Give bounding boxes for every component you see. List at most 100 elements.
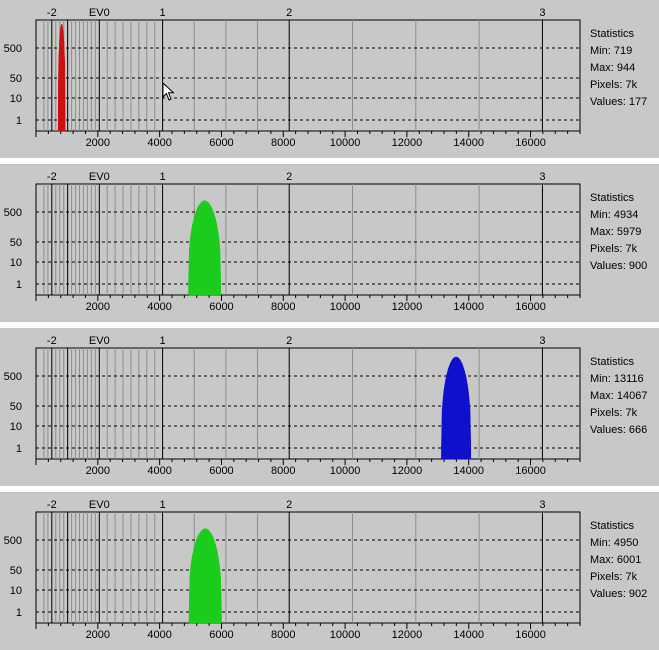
ev-tick-label: 3 [539,335,545,347]
x-tick-label: 10000 [330,629,361,641]
x-tick-label: 12000 [392,629,423,641]
mouse-pointer-icon [162,82,175,101]
x-tick-label: 8000 [271,301,295,313]
x-tick-label: 14000 [453,629,484,641]
histogram-panel-2: -2 EV0 1 2 3 500 50 10 1 2000 4000 6000 8000 10000 120… [0,164,659,322]
ev-tick-label: 3 [539,499,545,511]
stats-title: Statistics [590,356,635,368]
x-tick-label: 2000 [86,301,110,313]
y-tick-label: 1 [16,443,22,455]
x-tick-label: 4000 [147,465,171,477]
ev-tick-label: -2 [47,335,57,347]
ev-tick-label: -2 [47,7,57,19]
ev-tick-label: -2 [47,171,57,183]
ev-tick-label: -2 [47,499,57,511]
stats-pixels: Pixels: 7k [590,243,638,255]
plot-area [35,347,581,460]
ev-tick-label: 2 [286,335,292,347]
ev-tick-label: 1 [160,499,166,511]
x-tick-label: 2000 [86,137,110,149]
y-tick-label: 1 [16,279,22,291]
y-tick-label: 50 [10,401,22,413]
x-tick-label: 6000 [209,465,233,477]
ev-tick-label: EV0 [89,171,110,183]
x-tick-label: 4000 [147,137,171,149]
x-tick-label: 8000 [271,465,295,477]
stats-pixels: Pixels: 7k [590,79,638,91]
x-tick-label: 10000 [330,137,361,149]
y-tick-label: 500 [4,43,22,55]
x-tick-label: 16000 [515,629,546,641]
histogram-area [188,200,222,296]
ev-tick-label: EV0 [89,499,110,511]
ev-tick-label: 3 [539,7,545,19]
stats-max: Max: 5979 [590,226,642,238]
x-tick-label: 4000 [147,301,171,313]
x-tick-label: 16000 [515,465,546,477]
stats-values: Values: 177 [590,96,648,108]
ev-tick-label: EV0 [89,7,110,19]
x-tick-label: 8000 [271,629,295,641]
y-tick-label: 1 [16,115,22,127]
histogram-panel-3: -2 EV0 1 2 3 500 50 10 1 2000 4000 6000 8000 10000 120… [0,328,659,486]
y-tick-label: 1 [16,607,22,619]
ev-tick-label: 1 [160,335,166,347]
histogram-area [188,528,222,624]
x-tick-label: 6000 [209,137,233,149]
statistics-box-1: Statistics Min: 719 Max: 944 Pixels: 7k … [590,26,647,111]
stats-values: Values: 902 [590,588,648,600]
plot-area [35,183,581,296]
ev-tick-label: EV0 [89,335,110,347]
ev-tick-label: 3 [539,171,545,183]
stats-title: Statistics [590,28,635,40]
y-tick-label: 10 [10,421,22,433]
stats-max: Max: 14067 [590,390,648,402]
plot-area [35,511,581,624]
x-tick-label: 14000 [453,137,484,149]
x-tick-label: 12000 [392,137,423,149]
statistics-box-4: Statistics Min: 4950 Max: 6001 Pixels: 7… [590,518,647,603]
histogram-area [441,356,472,460]
stats-min: Min: 4934 [590,209,639,221]
x-tick-label: 8000 [271,137,295,149]
stats-pixels: Pixels: 7k [590,407,638,419]
y-tick-label: 500 [4,535,22,547]
stats-max: Max: 944 [590,62,636,74]
y-tick-label: 10 [10,93,22,105]
y-tick-label: 50 [10,565,22,577]
statistics-box-2: Statistics Min: 4934 Max: 5979 Pixels: 7… [590,190,647,275]
x-tick-label: 10000 [330,465,361,477]
y-tick-label: 10 [10,585,22,597]
x-tick-label: 4000 [147,629,171,641]
stats-values: Values: 666 [590,424,648,436]
histogram-panel-4: -2 EV0 1 2 3 500 50 10 1 2000 4000 6000 8000 10000 120… [0,492,659,650]
ev-tick-label: 2 [286,7,292,19]
statistics-box-3: Statistics Min: 13116 Max: 14067 Pixels:… [590,354,647,439]
stats-max: Max: 6001 [590,554,642,566]
histogram-panel-1: -2 EV0 1 2 3 500 50 10 1 2000 4000 6000 8000 10000 120… [0,0,659,158]
y-tick-label: 500 [4,207,22,219]
y-tick-label: 10 [10,257,22,269]
y-tick-label: 50 [10,237,22,249]
x-tick-label: 2000 [86,629,110,641]
x-tick-label: 6000 [209,301,233,313]
stats-pixels: Pixels: 7k [590,571,638,583]
stats-min: Min: 13116 [590,373,644,385]
x-tick-label: 14000 [453,465,484,477]
y-tick-label: 500 [4,371,22,383]
plot-area [35,19,581,132]
ev-tick-label: 1 [160,7,166,19]
stats-min: Min: 719 [590,45,633,57]
histogram-area [57,23,66,132]
y-tick-label: 50 [10,73,22,85]
stats-title: Statistics [590,192,635,204]
x-tick-label: 14000 [453,301,484,313]
x-tick-label: 12000 [392,465,423,477]
stats-values: Values: 900 [590,260,648,272]
x-tick-label: 2000 [86,465,110,477]
ev-tick-label: 2 [286,499,292,511]
